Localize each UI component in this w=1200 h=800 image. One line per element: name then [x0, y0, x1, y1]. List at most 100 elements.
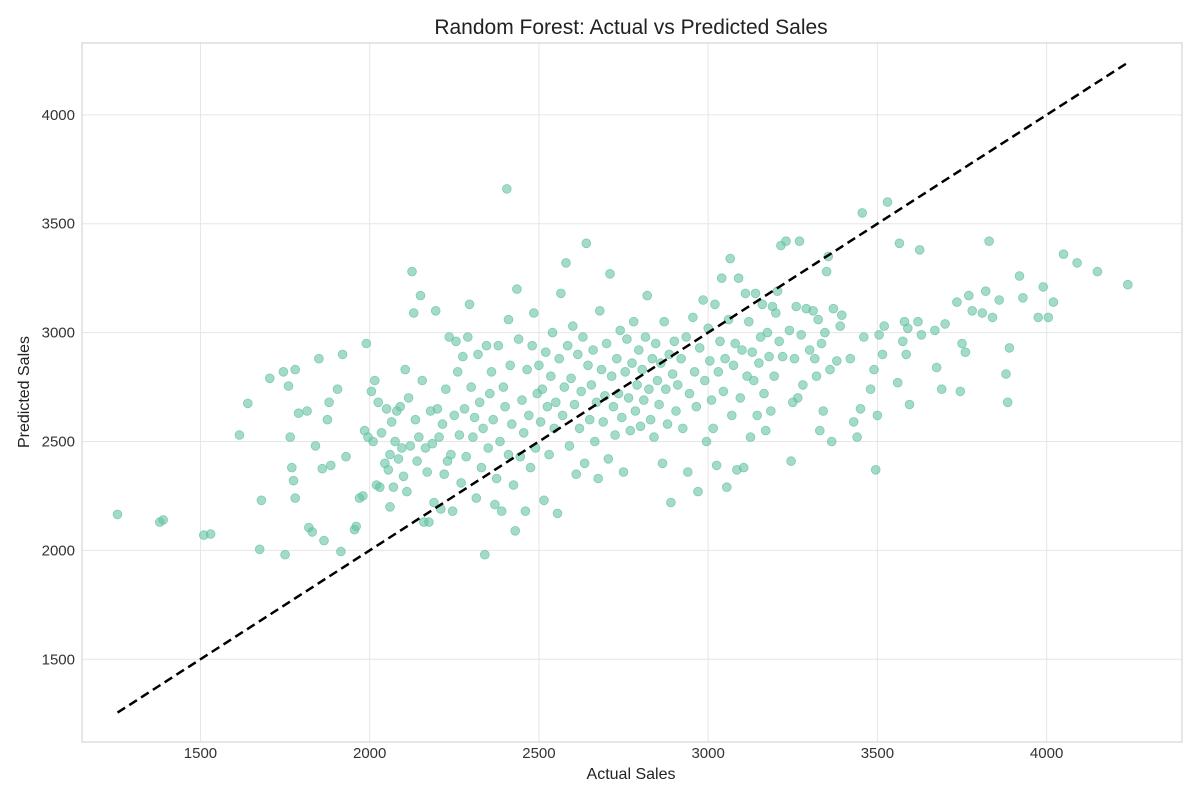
data-point [466, 382, 477, 392]
data-point [596, 364, 607, 375]
data-point [676, 353, 686, 364]
data-point [701, 436, 712, 447]
data-point [742, 371, 752, 382]
data-point [735, 393, 746, 403]
data-point [809, 353, 820, 364]
data-point [960, 347, 971, 358]
data-point [395, 401, 406, 412]
data-point [611, 353, 622, 364]
data-point [789, 353, 800, 364]
data-point [694, 343, 705, 353]
data-point [1048, 297, 1059, 307]
data-point [552, 508, 563, 519]
data-point [422, 467, 433, 477]
data-point [657, 458, 668, 469]
data-point [523, 410, 534, 421]
data-point [618, 467, 629, 477]
data-point [307, 527, 318, 537]
data-point [730, 338, 740, 349]
data-point [747, 347, 757, 358]
data-point [957, 338, 967, 349]
data-point [559, 382, 570, 392]
data-point [745, 432, 756, 442]
data-point [765, 406, 776, 416]
data-point [457, 351, 468, 362]
data-point [500, 401, 510, 412]
data-point [804, 345, 815, 355]
data-point [495, 436, 505, 447]
x-axis-title: Actual Sales [587, 766, 676, 783]
data-point [569, 399, 580, 410]
data-point [813, 314, 823, 325]
data-point [447, 506, 458, 517]
data-point [615, 325, 625, 336]
data-point [415, 290, 426, 301]
data-point [660, 384, 671, 395]
data-point [302, 406, 312, 416]
data-point [434, 432, 444, 442]
data-point [808, 305, 818, 316]
data-point [645, 414, 656, 425]
data-point [930, 325, 940, 336]
data-point [667, 369, 678, 379]
data-point [691, 401, 702, 412]
data-point [1038, 282, 1048, 292]
data-point [977, 308, 988, 318]
data-point [816, 338, 827, 349]
data-point [1014, 271, 1025, 281]
data-point [452, 366, 463, 377]
data-point [290, 493, 301, 503]
data-point [556, 288, 566, 299]
data-point [476, 462, 487, 473]
data-point [671, 406, 681, 416]
data-point [440, 384, 451, 395]
data-point [408, 308, 419, 318]
data-point [288, 475, 299, 486]
data-point [456, 478, 466, 488]
data-point [640, 332, 651, 342]
data-point [718, 386, 729, 397]
data-point [462, 332, 473, 342]
data-point [654, 399, 664, 410]
data-point [818, 406, 828, 416]
data-point [684, 388, 695, 399]
data-point [852, 432, 862, 442]
y-tick-label: 3000 [42, 325, 75, 342]
data-point [601, 338, 612, 349]
data-point [913, 316, 923, 327]
data-point [716, 273, 727, 284]
data-point [505, 360, 516, 371]
data-point [662, 419, 673, 429]
data-point [486, 366, 497, 377]
y-tick-label: 2000 [42, 542, 75, 559]
data-point [610, 430, 620, 440]
data-point [1001, 369, 1011, 379]
data-point [835, 321, 845, 331]
y-tick-label: 2500 [42, 433, 75, 450]
data-point [459, 403, 470, 414]
data-point [478, 423, 488, 434]
data-point [770, 308, 781, 318]
data-point [589, 436, 600, 447]
data-point [317, 463, 328, 474]
data-point [1002, 397, 1013, 408]
data-point [594, 305, 605, 316]
data-point [650, 338, 661, 349]
data-point [278, 366, 289, 377]
data-point [688, 312, 698, 323]
data-point [1072, 258, 1082, 268]
data-point [501, 184, 512, 194]
data-point [892, 377, 903, 388]
data-point [243, 398, 253, 409]
data-point [547, 327, 558, 338]
data-point [383, 464, 394, 475]
y-axis-title: Predicted Sales [16, 336, 33, 448]
data-point [539, 495, 549, 506]
data-point [484, 388, 495, 399]
data-point [361, 338, 372, 349]
data-point [743, 316, 754, 327]
data-point [869, 364, 879, 375]
data-point [967, 305, 977, 316]
data-point [916, 329, 927, 340]
